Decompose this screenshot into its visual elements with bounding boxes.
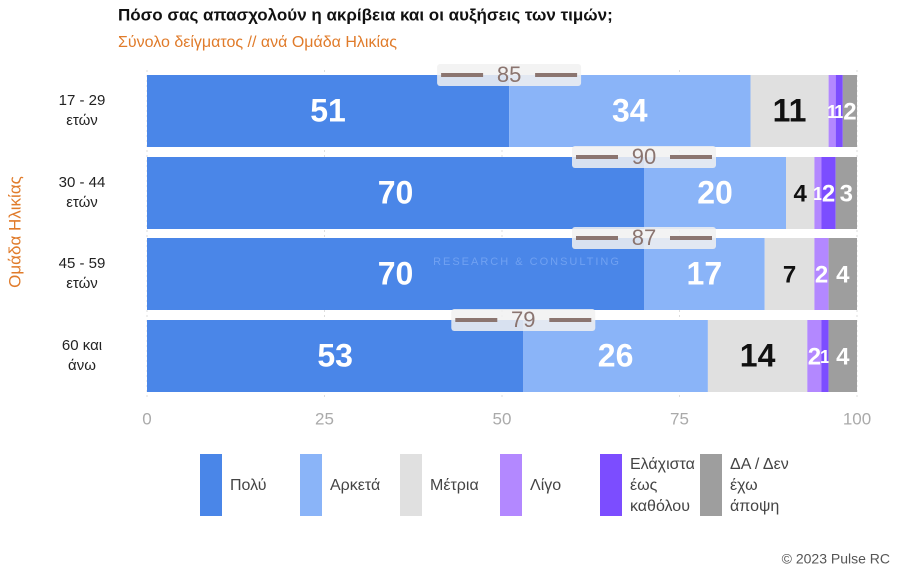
legend-swatch <box>700 454 722 516</box>
bar-segment <box>828 320 857 392</box>
data-label: 51 <box>310 92 346 128</box>
data-label: 70 <box>378 255 414 291</box>
bar-segment <box>821 157 836 229</box>
legend: Πολύ Αρκετά Μέτρια Λίγο Ελάχιστα έως καθόλου… <box>200 452 800 518</box>
legend-item: Αρκετά <box>300 452 400 518</box>
bar-segment <box>814 238 829 310</box>
legend-label: Μέτρια <box>430 476 479 494</box>
bar-segment <box>147 75 510 147</box>
y-tick-label: ετών <box>66 194 98 211</box>
bar-segment <box>147 320 524 392</box>
data-label: 26 <box>598 337 634 373</box>
data-label: 11 <box>773 92 807 128</box>
data-label: 34 <box>612 92 648 128</box>
bar-segment <box>644 238 765 310</box>
bar-segment <box>842 75 857 147</box>
data-label: 1 <box>813 184 823 204</box>
legend-swatch <box>300 454 322 516</box>
x-tick-label: 75 <box>670 409 689 428</box>
data-label: 4 <box>836 261 850 288</box>
total-box <box>572 146 716 168</box>
total-box <box>451 309 596 331</box>
total-label: 87 <box>632 225 656 250</box>
bar-segment <box>828 238 857 310</box>
copyright: © 2023 Pulse RC <box>782 551 890 567</box>
y-tick-label: άνω <box>68 357 96 374</box>
legend-item: Ελάχιστα έως καθόλου <box>600 452 700 518</box>
data-label: 2 <box>815 261 828 288</box>
data-label: 70 <box>378 174 414 210</box>
legend-swatch <box>200 454 222 516</box>
legend-label: Πολύ <box>230 476 267 494</box>
bar-segment <box>523 320 708 392</box>
data-label: 2 <box>822 180 835 207</box>
total-box <box>572 227 716 249</box>
bar-segment <box>764 238 815 310</box>
y-tick-label: 17 - 29 <box>59 92 106 109</box>
total-box <box>437 64 582 86</box>
data-label: 53 <box>317 337 353 373</box>
bar-segment <box>807 320 822 392</box>
y-tick-label: 45 - 59 <box>59 255 106 272</box>
data-label: 2 <box>843 98 856 125</box>
bar-segment <box>821 320 829 392</box>
legend-label: Λίγο <box>530 476 562 494</box>
x-tick-label: 0 <box>142 409 151 428</box>
data-label: 17 <box>687 255 723 291</box>
bar-segment <box>828 75 836 147</box>
bar-segment <box>835 75 843 147</box>
x-tick-label: 100 <box>843 409 871 428</box>
total-label: 79 <box>511 307 535 332</box>
bar-segment <box>835 157 857 229</box>
data-label: 7 <box>783 261 796 288</box>
data-label: 14 <box>740 337 776 373</box>
data-label: 20 <box>697 174 733 210</box>
y-tick-label: ετών <box>66 275 98 292</box>
bar-segment <box>644 157 786 229</box>
y-tick-label: ετών <box>66 112 98 129</box>
data-label: 1 <box>834 102 844 122</box>
x-tick-label: 25 <box>315 409 334 428</box>
bar-segment <box>814 157 822 229</box>
legend-label: ΔΑ / Δεν έχω άποψη <box>730 455 789 515</box>
total-label: 90 <box>632 144 656 169</box>
bar-segment <box>750 75 829 147</box>
legend-item: Πολύ <box>200 452 300 518</box>
data-label: 1 <box>827 102 837 122</box>
x-tick-label: 50 <box>493 409 512 428</box>
data-label: 1 <box>820 347 830 367</box>
bar-segment <box>147 238 644 310</box>
bar-segment <box>509 75 751 147</box>
data-label: 4 <box>794 180 808 207</box>
total-label: 85 <box>497 62 521 87</box>
legend-label: Αρκετά <box>330 476 381 494</box>
watermark: RESEARCH & CONSULTING <box>433 256 621 268</box>
y-tick-label: 30 - 44 <box>59 174 106 191</box>
data-label: 4 <box>836 343 850 370</box>
chart-title: Πόσο σας απασχολούν η ακρίβεια και οι αυ… <box>118 5 613 24</box>
chart-subtitle: Σύνολο δείγματος // ανά Ομάδα Ηλικίας <box>118 34 397 51</box>
y-axis-label: Ομάδα Ηλικίας <box>5 176 24 288</box>
bar-segment <box>147 157 644 229</box>
legend-item: Μέτρια <box>400 452 500 518</box>
legend-label: Ελάχιστα έως καθόλου <box>630 455 695 515</box>
legend-swatch <box>400 454 422 516</box>
legend-swatch <box>500 454 522 516</box>
data-label: 2 <box>808 343 821 370</box>
data-label: 3 <box>840 180 853 207</box>
bar-segment <box>786 157 815 229</box>
legend-item: ΔΑ / Δεν έχω άποψη <box>700 452 800 518</box>
bar-segment <box>707 320 808 392</box>
legend-swatch <box>600 454 622 516</box>
legend-item: Λίγο <box>500 452 600 518</box>
y-tick-label: 60 και <box>62 337 102 354</box>
